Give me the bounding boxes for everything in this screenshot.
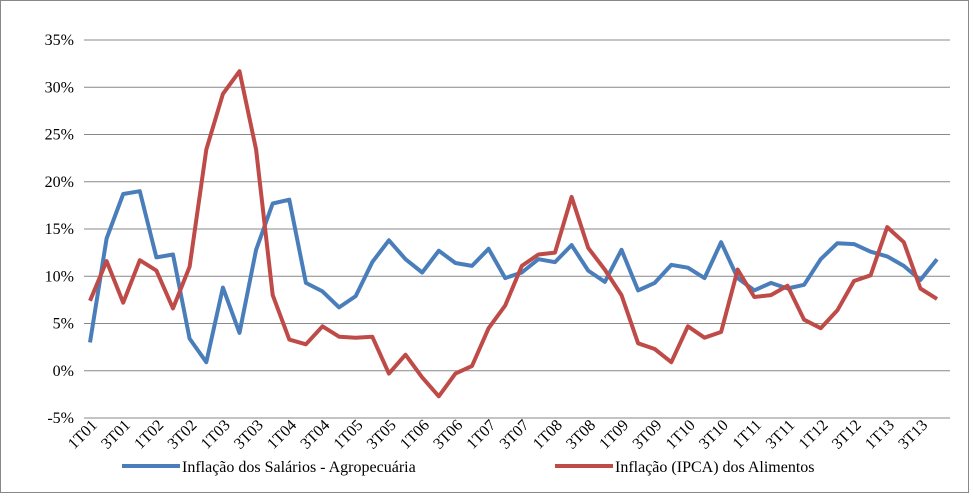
y-tick-label: 30% bbox=[45, 79, 74, 96]
y-tick-label: 5% bbox=[53, 316, 74, 333]
series-line bbox=[88, 69, 939, 399]
y-tick-label: 25% bbox=[45, 127, 74, 144]
y-tick-label: 0% bbox=[53, 363, 74, 380]
legend-label: Inflação dos Salários - Agropecuária bbox=[182, 459, 416, 476]
series-line bbox=[88, 189, 939, 365]
y-tick-label: 20% bbox=[45, 174, 74, 191]
y-tick-label: -5% bbox=[47, 410, 74, 427]
legend-label: Inflação (IPCA) dos Alimentos bbox=[615, 459, 815, 476]
y-tick-label: 10% bbox=[45, 268, 74, 285]
y-tick-label: 15% bbox=[45, 221, 74, 238]
chart-frame bbox=[0, 0, 969, 493]
y-tick-label: 35% bbox=[45, 32, 74, 49]
